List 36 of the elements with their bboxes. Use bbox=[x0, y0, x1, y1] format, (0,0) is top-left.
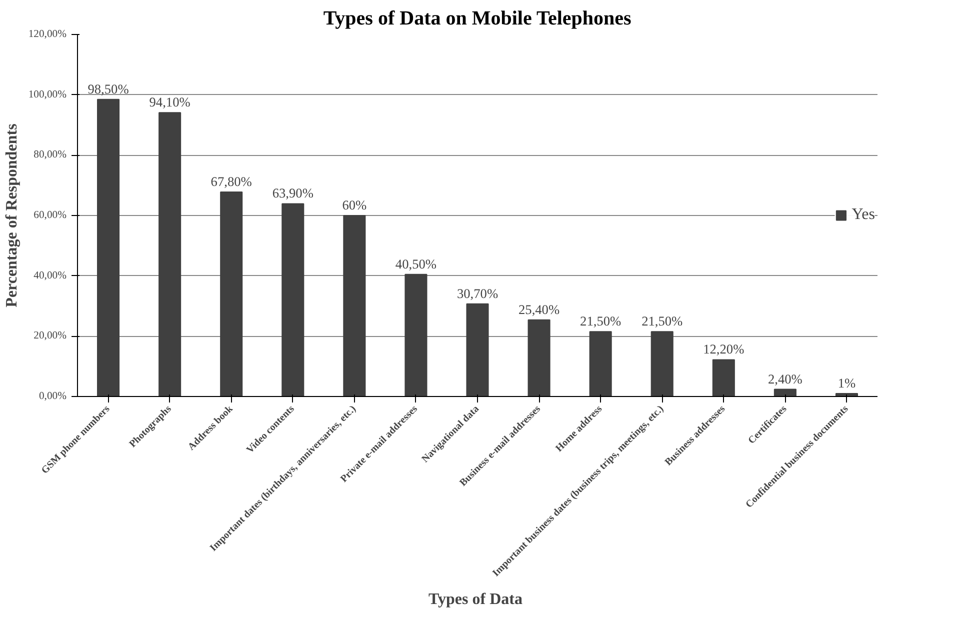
y-tick-label: 0,00% bbox=[38, 391, 67, 402]
data-label: 30,70% bbox=[456, 286, 498, 301]
y-tick-label: 20,00% bbox=[34, 330, 67, 342]
bar bbox=[774, 388, 796, 396]
bar bbox=[466, 303, 489, 396]
y-tick-label: 60,00% bbox=[34, 210, 67, 221]
data-label: 67,80% bbox=[210, 174, 252, 189]
data-label: 21,50% bbox=[642, 314, 683, 329]
legend-label: Yes bbox=[852, 206, 875, 224]
data-label: 2,40% bbox=[768, 371, 802, 386]
y-tick-label: 40,00% bbox=[34, 270, 67, 282]
data-label: 98,50% bbox=[88, 81, 129, 96]
y-tick-label: 80,00% bbox=[34, 150, 67, 161]
bar bbox=[343, 215, 366, 396]
bar bbox=[97, 98, 120, 396]
bar bbox=[404, 274, 428, 396]
data-label: 25,40% bbox=[518, 302, 560, 317]
bar bbox=[589, 331, 612, 396]
bar bbox=[528, 319, 550, 396]
data-label: 1% bbox=[838, 375, 856, 390]
data-label: 94,10% bbox=[149, 94, 190, 110]
chart-title: Types of Data on Mobile Telephones bbox=[323, 8, 632, 30]
bar bbox=[282, 203, 304, 396]
bar bbox=[220, 191, 243, 396]
bar bbox=[712, 359, 735, 396]
data-label: 60% bbox=[342, 198, 367, 212]
x-axis-title: Types of Data bbox=[428, 590, 522, 608]
data-label: 21,50% bbox=[580, 314, 622, 329]
y-axis-title: Percentage of Respondents bbox=[3, 124, 20, 308]
y-tick-label: 100,00% bbox=[28, 89, 67, 100]
data-label: 63,90% bbox=[272, 186, 314, 201]
bar bbox=[650, 331, 674, 396]
data-label: 12,20% bbox=[703, 342, 744, 357]
y-tick-label: 120,00% bbox=[28, 29, 67, 40]
bar bbox=[158, 112, 182, 396]
data-label: 40,50% bbox=[395, 256, 437, 272]
